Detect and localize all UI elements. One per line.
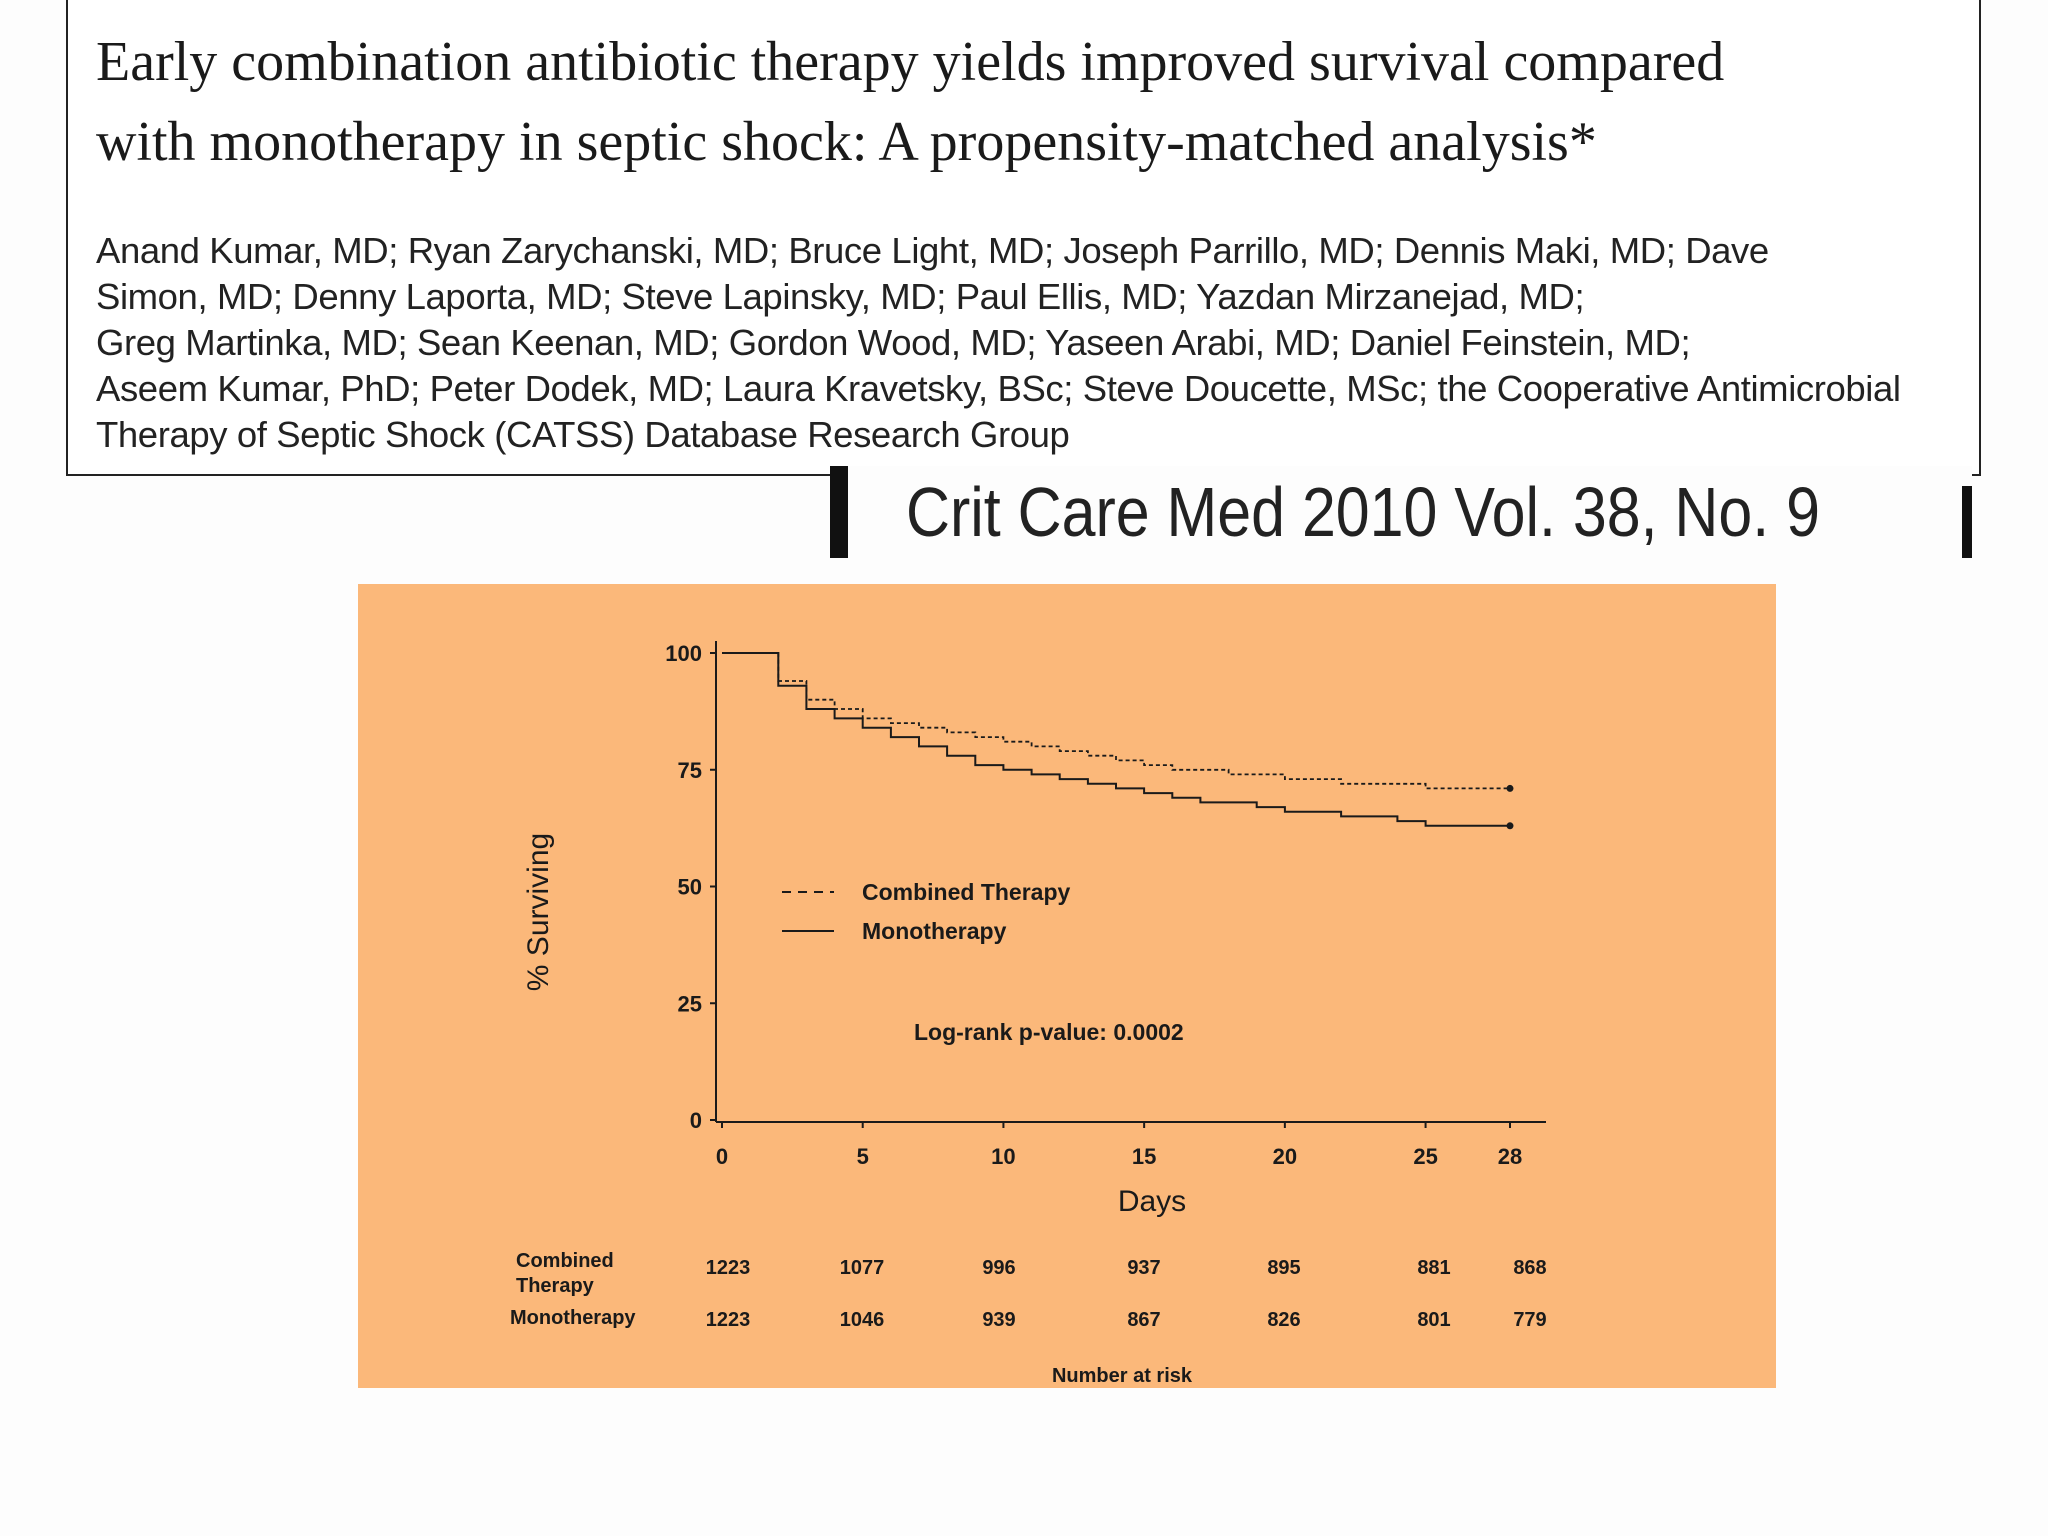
x-tick-label: 0 [716, 1144, 728, 1169]
author-line: Aseem Kumar, PhD; Peter Dodek, MD; Laura… [96, 368, 1901, 409]
paper-title-line-2: with monotherapy in septic shock: A prop… [96, 111, 1597, 173]
risk-value: 996 [982, 1257, 1015, 1279]
journal-citation: Crit Care Med 2010 Vol. 38, No. 9 [830, 466, 1972, 558]
author-list: Anand Kumar, MD; Ryan Zarychanski, MD; B… [96, 228, 1956, 458]
number-at-risk-label: Number at risk [1052, 1365, 1193, 1387]
risk-value: 937 [1127, 1257, 1160, 1279]
risk-value: 801 [1417, 1309, 1450, 1331]
legend-label: Monotherapy [862, 918, 1007, 944]
risk-value: 779 [1513, 1309, 1546, 1331]
risk-value: 826 [1267, 1309, 1300, 1331]
series-end-marker [1506, 822, 1514, 830]
y-tick-label: 75 [678, 758, 702, 783]
paper-header-box [66, 0, 1981, 476]
x-tick-label: 5 [857, 1144, 869, 1169]
risk-value: 868 [1513, 1257, 1546, 1279]
risk-row-name: Therapy [516, 1275, 595, 1297]
x-tick-label: 20 [1273, 1144, 1297, 1169]
risk-value: 881 [1417, 1257, 1450, 1279]
series-end-marker [1506, 784, 1514, 792]
risk-value: 1223 [706, 1257, 751, 1279]
risk-value: 867 [1127, 1309, 1160, 1331]
log-rank-annotation: Log-rank p-value: 0.0002 [914, 1019, 1184, 1045]
risk-value: 1223 [706, 1309, 751, 1331]
risk-row-name: Monotherapy [510, 1307, 636, 1329]
author-line: Simon, MD; Denny Laporta, MD; Steve Lapi… [96, 276, 1585, 317]
y-tick-label: 50 [678, 875, 702, 900]
paper-title: Early combination antibiotic therapy yie… [96, 22, 1976, 182]
citation-bar-left [830, 466, 848, 558]
y-axis-label: % Surviving [522, 833, 555, 991]
y-tick-label: 100 [665, 641, 702, 666]
risk-value: 939 [982, 1309, 1015, 1331]
y-tick-label: 0 [690, 1108, 702, 1133]
x-tick-label: 15 [1132, 1144, 1156, 1169]
risk-value: 1046 [840, 1309, 885, 1331]
series-line-combined-therapy [722, 652, 1510, 790]
x-tick-label: 25 [1413, 1144, 1437, 1169]
x-axis-label: Days [1118, 1185, 1186, 1218]
author-line: Anand Kumar, MD; Ryan Zarychanski, MD; B… [96, 230, 1769, 271]
chart-panel: 0 25 50 75 100 0 5 10 15 20 25 28 Days % Surviving Com… [358, 584, 1776, 1388]
survival-chart: 0 25 50 75 100 0 5 10 15 20 25 28 Days % Surviving Com… [510, 641, 1547, 1387]
y-tick-label: 25 [678, 991, 702, 1016]
author-line: Greg Martinka, MD; Sean Keenan, MD; Gord… [96, 322, 1691, 363]
paper-title-line-1: Early combination antibiotic therapy yie… [96, 31, 1725, 93]
legend-label: Combined Therapy [862, 879, 1071, 905]
series-line-monotherapy [722, 652, 1510, 827]
risk-row-name: Combined [516, 1250, 614, 1272]
citation-bar-right [1962, 486, 1972, 558]
x-tick-label: 10 [991, 1144, 1015, 1169]
risk-value: 1077 [840, 1257, 885, 1279]
citation-text: Crit Care Med 2010 Vol. 38, No. 9 [906, 473, 1820, 551]
author-line: Therapy of Septic Shock (CATSS) Database… [96, 414, 1070, 455]
x-tick-label: 28 [1498, 1144, 1522, 1169]
risk-value: 895 [1267, 1257, 1300, 1279]
